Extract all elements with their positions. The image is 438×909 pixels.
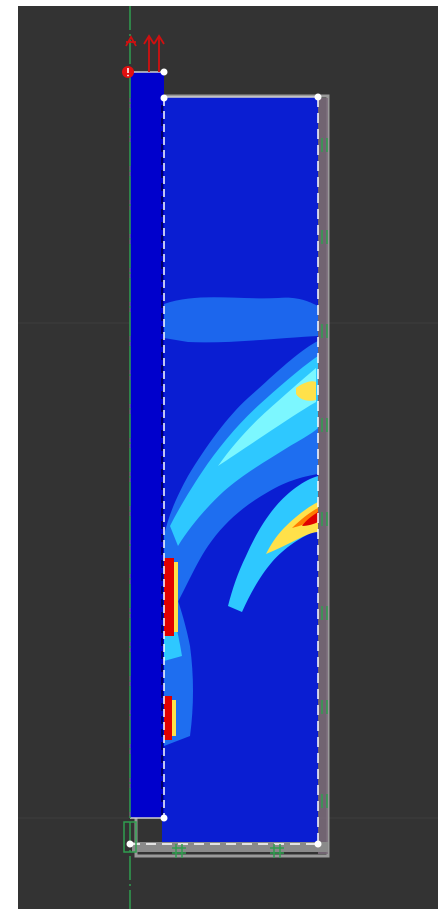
model-viewport[interactable]: [18, 6, 438, 909]
fe-contour-plot[interactable]: [18, 6, 438, 909]
right-boundary-band: [318, 98, 328, 854]
contour-pile-hotspot-lower-edge: [172, 700, 176, 736]
error-marker-icon[interactable]: [122, 66, 134, 78]
bottom-fixity-icon: [123, 821, 284, 858]
contour-pile-hotspot-upper-edge: [174, 562, 178, 632]
contour-pile-hotspot-lower: [162, 696, 172, 740]
contour-low-band: [164, 297, 318, 343]
node-markers: [126, 68, 322, 848]
roller-support-icon: [321, 138, 328, 808]
contour-hotspot-top: [296, 381, 316, 401]
contour-pile-hotspot-upper: [162, 558, 174, 636]
contour-hotspot-right-core: [292, 508, 318, 528]
upward-arrow-load-icon[interactable]: [125, 34, 165, 72]
contour-hotspot-right-max: [302, 512, 318, 526]
bottom-boundary-band: [132, 842, 328, 852]
pile[interactable]: [130, 72, 164, 818]
contour-shear-band-core: [218, 368, 316, 466]
